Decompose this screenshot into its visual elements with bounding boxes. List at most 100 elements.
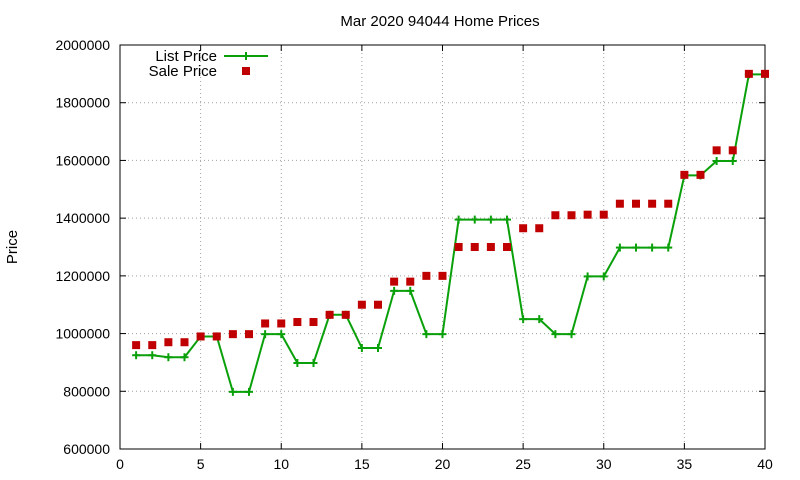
x-tick-label: 20 [435,456,451,472]
list-price-point [599,272,608,281]
sale-price-point [712,146,721,155]
list-price-point [567,330,576,339]
list-price-point [535,315,544,324]
sale-price-point [744,69,753,78]
sale-price-point [551,211,560,220]
list-price-point [132,351,141,360]
sale-price-point [325,310,334,319]
sale-price-point [486,243,495,251]
y-tick-label: 600000 [63,441,110,457]
list-price-point [422,330,431,339]
y-tick-label: 1600000 [55,152,110,168]
list-price-point [470,215,479,224]
list-price-point [664,243,673,252]
sale-price-point [245,330,253,339]
y-tick-label: 800000 [63,383,110,399]
sale-price-point [615,199,624,208]
sale-price-point [406,277,415,286]
list-price-point [261,330,270,339]
sale-price-point [390,277,399,286]
list-price-point [406,286,415,295]
sale-price-point [761,69,769,78]
list-price-point [148,351,157,360]
list-price-point [648,243,657,252]
sale-price-point [164,338,173,347]
sale-price-point [438,271,447,280]
sale-price-point [583,210,592,219]
list-price-point [583,272,592,281]
series-line-list-price [136,73,765,393]
y-tick-label: 1800000 [55,95,110,111]
list-price-point [245,387,253,396]
list-price-point [486,215,495,224]
chart-title: Mar 2020 94044 Home Prices [340,13,539,30]
list-price-point [503,215,511,224]
legend-label-sale-price: Sale Price [149,63,217,80]
list-price-point [164,353,173,362]
x-tick-label: 10 [273,456,289,472]
y-tick-label: 1200000 [55,268,110,284]
sale-price-point [228,330,237,339]
x-tick-label: 5 [197,456,205,472]
sale-price-point [728,146,737,155]
sale-price-point [519,224,528,233]
sale-price-point [374,300,382,309]
sale-price-point [293,318,302,327]
x-tick-label: 35 [677,456,693,472]
sale-price-point [648,199,657,208]
list-price-point [519,315,528,324]
list-price-point [390,286,399,295]
list-price-point [357,344,366,352]
legend-square-sale-price [242,67,250,75]
list-price-point [277,330,286,339]
list-price-point [551,330,560,339]
list-price-point [728,157,737,166]
x-tick-label: 40 [757,456,773,472]
x-tick-label: 30 [596,456,612,472]
y-tick-label: 1000000 [55,326,110,342]
sale-price-point [664,199,673,208]
x-tick-label: 0 [116,456,124,472]
grid-lines [120,45,765,449]
sale-price-point [341,310,350,319]
sale-price-point [277,319,286,328]
list-price-point [615,243,624,252]
sale-price-point [454,243,463,251]
sale-price-point [180,338,189,347]
list-price-point [632,243,640,252]
sale-price-point [196,332,205,341]
y-tick-label: 1400000 [55,210,110,226]
sale-price-point [148,341,157,350]
sale-price-point [503,243,511,251]
list-price-point [180,353,189,362]
list-price-point [228,387,237,396]
sale-price-point [422,271,431,280]
sale-price-point [632,199,640,208]
legend: List Price Sale Price [149,48,268,80]
sale-price-point [309,318,318,327]
sale-price-point [470,243,479,251]
sale-price-point [261,319,270,328]
sale-price-point [567,211,576,220]
sale-price-point [132,341,141,350]
sale-price-point [599,210,608,219]
sale-price-point [212,332,221,341]
list-price-point [454,215,463,224]
list-price-point [309,359,318,368]
list-price-point [712,157,721,166]
y-tick-label: 2000000 [55,37,110,53]
sale-price-point [535,224,544,233]
list-price-point [374,344,382,352]
x-tick-label: 15 [354,456,370,472]
legend-symbols [224,52,268,75]
legend-label-list-price: List Price [155,48,217,65]
y-axis-label: Price [4,230,21,264]
list-price-point [438,330,447,339]
x-tick-label: 25 [515,456,531,472]
sale-price-point [680,170,689,179]
sale-price-point [357,300,366,309]
axis-ticks: 0 5 10 15 20 25 30 35 40 600000 800000 1000000 12000… [55,37,773,472]
list-price-point [293,359,302,368]
